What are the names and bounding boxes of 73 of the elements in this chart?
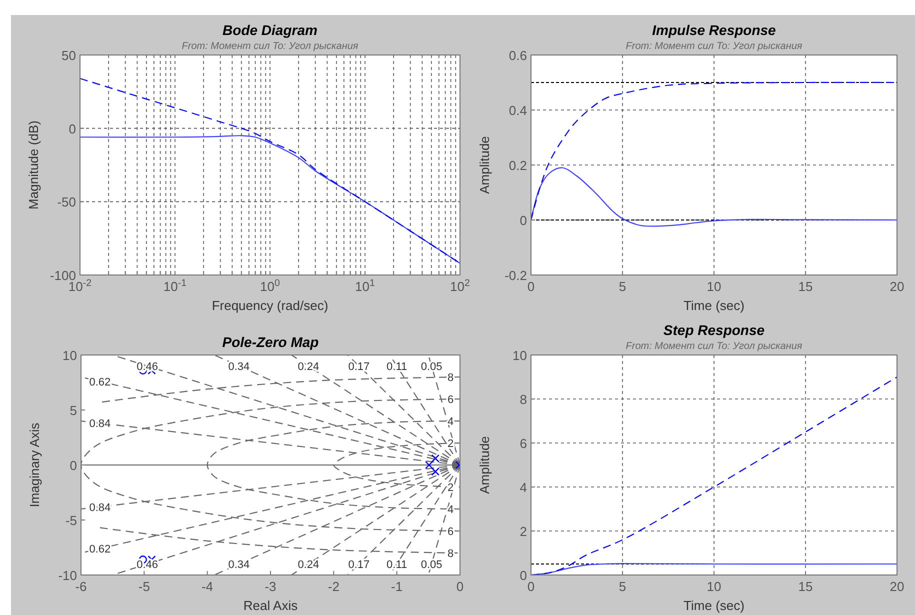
y-axis-title: Imaginary Axis bbox=[27, 422, 42, 508]
annotation: 0.17 bbox=[348, 559, 370, 571]
chart-title: Bode Diagram bbox=[222, 22, 318, 38]
chart-subtitle: From: Момент сил To: Угол рыскания bbox=[626, 41, 803, 52]
x-axis-title: Frequency (rad/sec) bbox=[212, 298, 328, 313]
x-tick-label: -6 bbox=[75, 579, 87, 594]
annotation: 0.17 bbox=[348, 361, 370, 373]
y-tick-label: -0.2 bbox=[504, 268, 527, 283]
x-axis-title: Real Axis bbox=[243, 598, 298, 613]
x-tick-label: -2 bbox=[328, 579, 340, 594]
y-tick-label: 6 bbox=[520, 436, 527, 451]
annotation: 8 bbox=[447, 372, 454, 384]
annotation: 0.11 bbox=[386, 361, 408, 373]
y-tick-label: -10 bbox=[58, 568, 77, 583]
y-axis-title: Amplitude bbox=[477, 136, 492, 194]
y-tick-label: 10 bbox=[512, 348, 527, 363]
x-tick-label: 20 bbox=[890, 579, 904, 594]
annotation: 6 bbox=[447, 526, 454, 538]
y-axis-title: Amplitude bbox=[477, 436, 492, 494]
y-tick-label: 4 bbox=[520, 480, 527, 495]
x-tick-label: 15 bbox=[798, 279, 813, 294]
chart-subtitle: From: Момент сил To: Угол рыскания bbox=[626, 341, 803, 352]
y-tick-label: 0.2 bbox=[508, 158, 527, 173]
x-tick-label: 10$^{-1}$ bbox=[163, 278, 187, 294]
y-tick-label: 8 bbox=[520, 392, 527, 407]
y-tick-label: 0.4 bbox=[508, 103, 527, 118]
annotation: 0.05 bbox=[420, 559, 442, 571]
y-tick-label: 0 bbox=[70, 458, 77, 473]
y-tick-label: -50 bbox=[57, 194, 76, 210]
annotation: 2 bbox=[447, 438, 454, 450]
y-tick-label: -5 bbox=[65, 513, 77, 528]
annotation: 0.34 bbox=[228, 559, 250, 571]
annotation: 4 bbox=[447, 504, 454, 516]
x-tick-label: 10 bbox=[706, 579, 722, 594]
x-tick-label: -4 bbox=[202, 579, 214, 594]
annotation: 6 bbox=[447, 394, 454, 406]
chart-subtitle: From: Момент сил To: Угол рыскания bbox=[182, 41, 359, 52]
annotation: 0.62 bbox=[89, 544, 111, 556]
x-tick-label: 15 bbox=[798, 579, 813, 594]
x-tick-label: 5 bbox=[618, 579, 626, 594]
x-axis-title: Time (sec) bbox=[684, 598, 744, 613]
y-axis-title: Magnitude (dB) bbox=[26, 120, 41, 210]
chart-title: Step Response bbox=[663, 322, 765, 338]
annotation: 0.05 bbox=[420, 361, 442, 373]
x-tick-label: 10$^{2}$ bbox=[450, 278, 470, 294]
x-tick-label: -5 bbox=[138, 579, 150, 594]
annotation: 0.62 bbox=[89, 376, 111, 388]
y-tick-label: 0 bbox=[68, 121, 76, 136]
y-tick-label: 5 bbox=[70, 403, 77, 418]
chart-title: Impulse Response bbox=[652, 22, 776, 38]
x-tick-label: 20 bbox=[890, 279, 904, 294]
y-tick-label: 0 bbox=[520, 213, 527, 228]
y-tick-label: 50 bbox=[62, 48, 76, 63]
y-tick-label: 0.6 bbox=[508, 48, 527, 63]
x-tick-label: 10$^{1}$ bbox=[355, 278, 375, 294]
x-tick-label: 5 bbox=[618, 279, 626, 294]
y-tick-label: 0 bbox=[520, 568, 527, 583]
annotation: 0.34 bbox=[228, 361, 250, 373]
x-tick-label: 10 bbox=[706, 279, 722, 294]
chart-title: Pole-Zero Map bbox=[222, 334, 320, 350]
annotation: 0.46 bbox=[136, 559, 158, 571]
y-tick-label: -100 bbox=[50, 268, 76, 283]
annotation: 4 bbox=[447, 416, 454, 428]
y-tick-label: 10 bbox=[62, 348, 77, 363]
annotation: 0.24 bbox=[298, 361, 320, 373]
x-tick-label: 0 bbox=[456, 579, 464, 594]
annotation: 0.24 bbox=[298, 559, 320, 571]
x-tick-label: -1 bbox=[391, 579, 403, 594]
y-tick-label: 2 bbox=[520, 524, 527, 539]
x-tick-label: 10$^{0}$ bbox=[260, 278, 281, 294]
x-tick-label: -3 bbox=[264, 579, 276, 594]
annotation: 0.11 bbox=[386, 559, 408, 571]
x-axis-title: Time (sec) bbox=[684, 298, 744, 313]
